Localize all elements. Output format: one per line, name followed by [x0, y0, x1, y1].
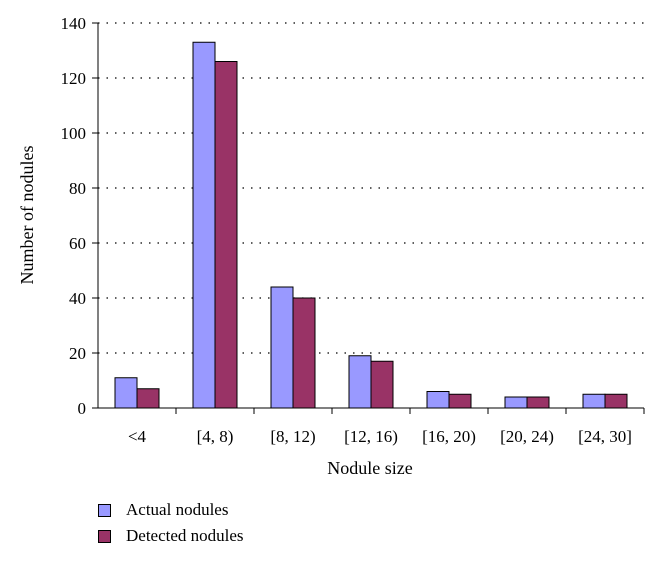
y-axis-title: Number of nodules — [17, 146, 37, 285]
legend-item-actual: Actual nodules — [98, 497, 244, 523]
bar-actual — [348, 355, 372, 409]
bar-detected — [526, 396, 550, 409]
y-tick-label: 140 — [61, 14, 87, 33]
bar-detected — [214, 61, 238, 409]
bar-actual — [582, 393, 606, 409]
bar-actual — [426, 391, 450, 409]
y-tick-label: 80 — [69, 179, 86, 198]
gridlines — [98, 22, 644, 354]
bar-detected — [448, 393, 472, 409]
x-tick-label: [20, 24) — [500, 427, 554, 446]
x-tick-label: [24, 30] — [578, 427, 632, 446]
bar-detected — [292, 297, 316, 409]
x-axis-title: Nodule size — [327, 458, 412, 478]
y-tick-label: 40 — [69, 289, 86, 308]
axes: 0 20 40 60 80 100 120 140 <4 [4, 8) [8, 12) [12, 16… — [61, 14, 645, 446]
y-tick-label: 20 — [69, 344, 86, 363]
y-tick-label: 100 — [61, 124, 87, 143]
x-tick-label: [16, 20) — [422, 427, 476, 446]
legend-swatch-actual — [98, 503, 111, 517]
bar-detected — [136, 388, 160, 409]
x-tick-label: [12, 16) — [344, 427, 398, 446]
x-tick-label: <4 — [128, 427, 147, 446]
legend-label-actual: Actual nodules — [126, 500, 229, 519]
legend-swatch-detected — [98, 529, 111, 543]
bar-actual — [192, 41, 216, 409]
y-tick-label: 0 — [78, 399, 87, 418]
bar-actual — [270, 286, 294, 409]
legend-label-detected: Detected nodules — [126, 526, 244, 545]
y-tick-label: 120 — [61, 69, 87, 88]
y-tick-label: 60 — [69, 234, 86, 253]
bar-detected — [604, 393, 628, 409]
legend-item-detected: Detected nodules — [98, 523, 244, 549]
bar-detected — [370, 360, 394, 409]
legend: Actual nodules Detected nodules — [98, 497, 244, 549]
bar-actual — [504, 396, 528, 409]
x-tick-label: [8, 12) — [270, 427, 315, 446]
bar-actual — [114, 377, 138, 409]
x-tick-label: [4, 8) — [197, 427, 234, 446]
